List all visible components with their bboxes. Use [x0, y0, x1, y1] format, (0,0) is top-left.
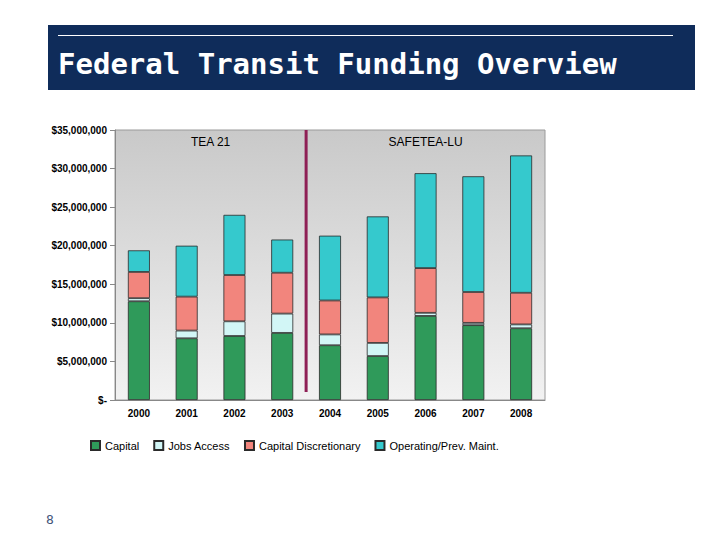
svg-text:$25,000,000: $25,000,000 — [51, 202, 107, 213]
svg-text:Operating/Prev. Maint.: Operating/Prev. Maint. — [389, 440, 498, 452]
html-text:8: 8 — [46, 512, 54, 527]
svg-text:2007: 2007 — [462, 408, 485, 419]
svg-text:$5,000,000: $5,000,000 — [57, 356, 107, 367]
svg-text:$15,000,000: $15,000,000 — [51, 279, 107, 290]
svg-text:2008: 2008 — [510, 408, 533, 419]
svg-text:$-: $- — [98, 395, 107, 406]
svg-text:SAFETEA-LU: SAFETEA-LU — [389, 135, 463, 149]
svg-text:Capital Discretionary: Capital Discretionary — [259, 440, 361, 452]
svg-text:2003: 2003 — [271, 408, 294, 419]
svg-text:2002: 2002 — [223, 408, 246, 419]
svg-text:TEA 21: TEA 21 — [191, 135, 231, 149]
html-text:Federal Transit Funding Overvi: Federal Transit Funding Overview — [58, 47, 617, 81]
svg-text:$10,000,000: $10,000,000 — [51, 317, 107, 328]
svg-text:$35,000,000: $35,000,000 — [51, 125, 107, 136]
svg-text:$30,000,000: $30,000,000 — [51, 163, 107, 174]
svg-text:2001: 2001 — [176, 408, 199, 419]
svg-text:2005: 2005 — [367, 408, 390, 419]
svg-text:2004: 2004 — [319, 408, 342, 419]
svg-text:$20,000,000: $20,000,000 — [51, 240, 107, 251]
svg-text:2000: 2000 — [128, 408, 151, 419]
svg-text:Jobs Access: Jobs Access — [168, 440, 230, 452]
svg-text:Capital: Capital — [105, 440, 139, 452]
svg-text:2006: 2006 — [414, 408, 437, 419]
